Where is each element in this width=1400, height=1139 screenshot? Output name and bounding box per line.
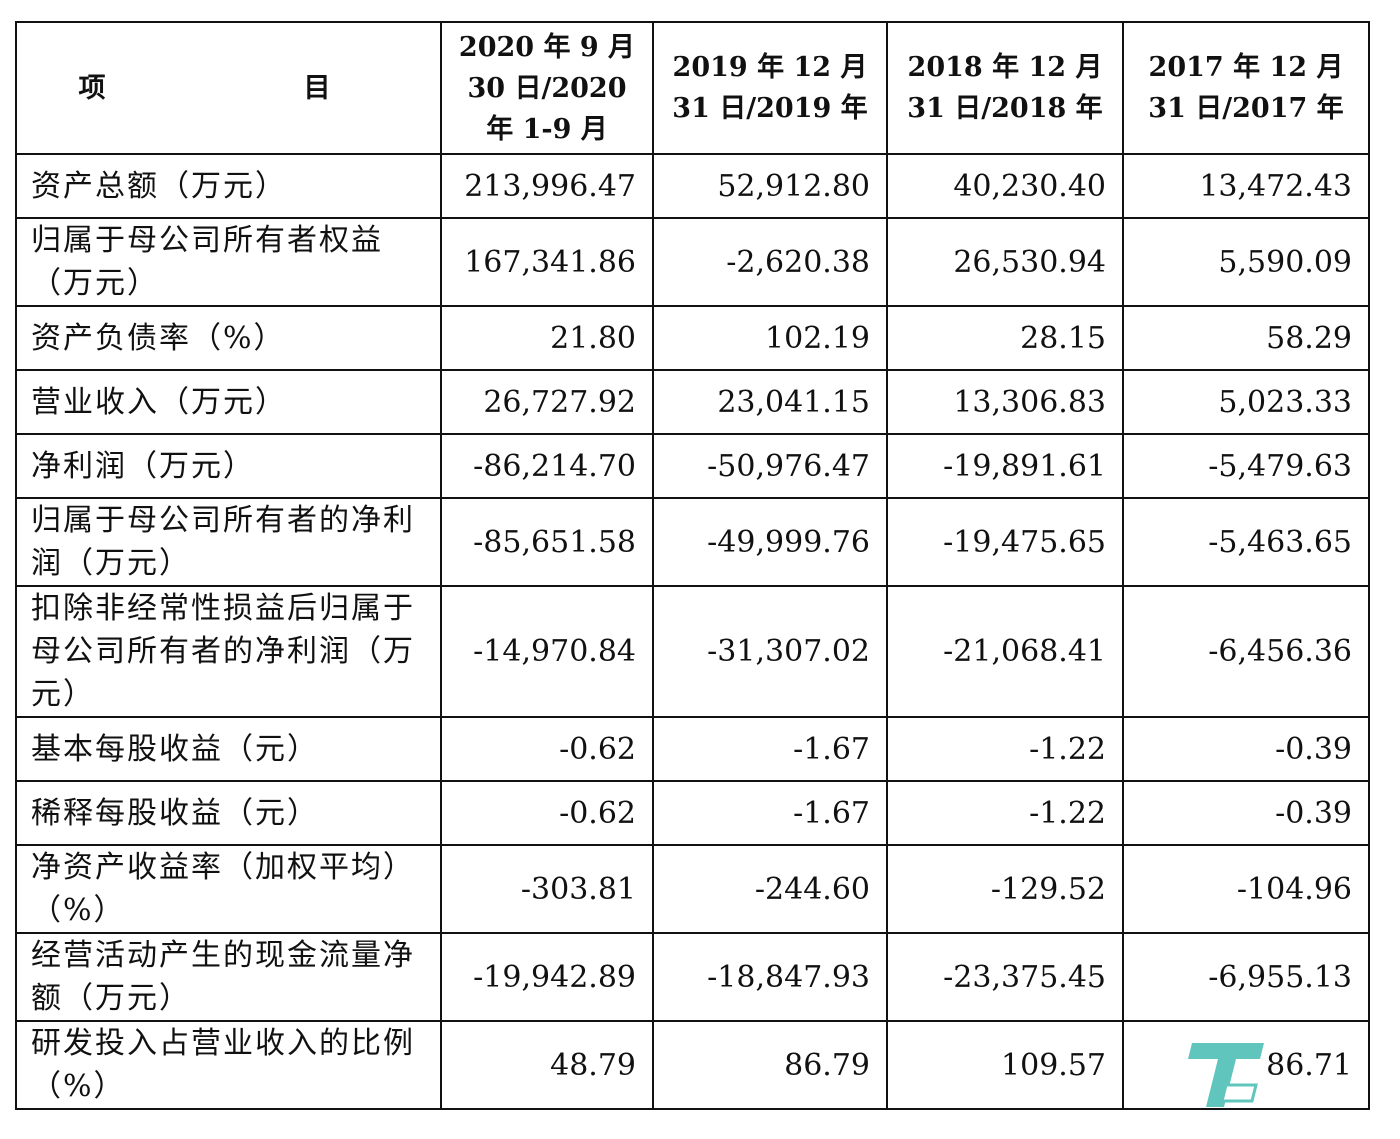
row-value: 13,306.83: [886, 369, 1124, 435]
row-value: 167,341.86: [440, 217, 654, 307]
row-value: 52,912.80: [652, 153, 888, 219]
table-row: 归属于母公司所有者权益（万元） 167,341.86 -2,620.38 26,530…: [15, 217, 1370, 307]
row-value: -2,620.38: [652, 217, 888, 307]
header-period-2019: 2019 年 12 月 31 日/2019 年: [652, 21, 888, 155]
row-value: 28.15: [886, 305, 1124, 371]
row-label: 净利润（万元）: [15, 433, 442, 499]
row-label: 归属于母公司所有者权益（万元）: [15, 217, 442, 307]
table-row: 营业收入（万元） 26,727.92 23,041.15 13,306.83 5,023…: [15, 369, 1370, 435]
row-value: 26,530.94: [886, 217, 1124, 307]
row-value: -14,970.84: [440, 585, 654, 718]
row-label: 资产负债率（%）: [15, 305, 442, 371]
row-value: -1.22: [886, 780, 1124, 846]
row-value: -49,999.76: [652, 497, 888, 587]
row-label: 资产总额（万元）: [15, 153, 442, 219]
row-value: -5,479.63: [1122, 433, 1370, 499]
row-label: 研发投入占营业收入的比例（%）: [15, 1020, 442, 1110]
row-label: 经营活动产生的现金流量净额（万元）: [15, 932, 442, 1022]
table-row: 归属于母公司所有者的净利润（万元） -85,651.58 -49,999.76 -19…: [15, 497, 1370, 587]
row-value: -104.96: [1122, 844, 1370, 934]
row-value: -0.62: [440, 780, 654, 846]
row-value: -31,307.02: [652, 585, 888, 718]
row-value: -19,942.89: [440, 932, 654, 1022]
row-value: -1.67: [652, 780, 888, 846]
row-value: 23,041.15: [652, 369, 888, 435]
table-header-row: 项 目 2020 年 9 月 30 日/2020 年 1-9 月 2019 年 …: [15, 21, 1370, 155]
row-value: 26,727.92: [440, 369, 654, 435]
row-value: -1.67: [652, 716, 888, 782]
header-item: 项 目: [15, 21, 442, 155]
row-value: -86,214.70: [440, 433, 654, 499]
header-period-2017: 2017 年 12 月 31 日/2017 年: [1122, 21, 1370, 155]
row-value: 58.29: [1122, 305, 1370, 371]
table-row: 资产总额（万元） 213,996.47 52,912.80 40,230.40 13,4…: [15, 153, 1370, 219]
row-value: -0.39: [1122, 716, 1370, 782]
row-value: -50,976.47: [652, 433, 888, 499]
row-value: -19,891.61: [886, 433, 1124, 499]
row-value: -0.39: [1122, 780, 1370, 846]
table-row: 资产负债率（%） 21.80 102.19 28.15 58.29: [15, 305, 1370, 371]
row-value: -1.22: [886, 716, 1124, 782]
row-value: 86.71: [1122, 1020, 1370, 1110]
row-label: 净资产收益率（加权平均）（%）: [15, 844, 442, 934]
row-value: 86.79: [652, 1020, 888, 1110]
row-value: -0.62: [440, 716, 654, 782]
row-label: 归属于母公司所有者的净利润（万元）: [15, 497, 442, 587]
row-value: -85,651.58: [440, 497, 654, 587]
row-value: -6,955.13: [1122, 932, 1370, 1022]
table-row: 净利润（万元） -86,214.70 -50,976.47 -19,891.61 -5,…: [15, 433, 1370, 499]
row-value: -19,475.65: [886, 497, 1124, 587]
row-value: -21,068.41: [886, 585, 1124, 718]
table-row: 经营活动产生的现金流量净额（万元） -19,942.89 -18,847.93 -23…: [15, 932, 1370, 1022]
row-value: 13,472.43: [1122, 153, 1370, 219]
row-value: -244.60: [652, 844, 888, 934]
row-value: 48.79: [440, 1020, 654, 1110]
row-label: 基本每股收益（元）: [15, 716, 442, 782]
row-value: -23,375.45: [886, 932, 1124, 1022]
row-value: 5,590.09: [1122, 217, 1370, 307]
table-row: 研发投入占营业收入的比例（%） 48.79 86.79 109.57 86.71: [15, 1020, 1370, 1110]
row-label: 稀释每股收益（元）: [15, 780, 442, 846]
table-row: 净资产收益率（加权平均）（%） -303.81 -244.60 -129.52 -104…: [15, 844, 1370, 934]
row-value: -5,463.65: [1122, 497, 1370, 587]
row-value: 213,996.47: [440, 153, 654, 219]
row-label: 营业收入（万元）: [15, 369, 442, 435]
header-period-2018: 2018 年 12 月 31 日/2018 年: [886, 21, 1124, 155]
row-value: 5,023.33: [1122, 369, 1370, 435]
header-period-2020q3: 2020 年 9 月 30 日/2020 年 1-9 月: [440, 21, 654, 155]
row-value: 102.19: [652, 305, 888, 371]
financial-summary-table: 项 目 2020 年 9 月 30 日/2020 年 1-9 月 2019 年 …: [15, 21, 1370, 1110]
row-value: -18,847.93: [652, 932, 888, 1022]
row-value: 21.80: [440, 305, 654, 371]
row-value: -6,456.36: [1122, 585, 1370, 718]
row-value: 40,230.40: [886, 153, 1124, 219]
row-value: 109.57: [886, 1020, 1124, 1110]
row-value: -129.52: [886, 844, 1124, 934]
table-row: 基本每股收益（元） -0.62 -1.67 -1.22 -0.39: [15, 716, 1370, 782]
row-value: -303.81: [440, 844, 654, 934]
table-row: 稀释每股收益（元） -0.62 -1.67 -1.22 -0.39: [15, 780, 1370, 846]
financial-table-container: 项 目 2020 年 9 月 30 日/2020 年 1-9 月 2019 年 …: [15, 21, 1370, 1110]
table-row: 扣除非经常性损益后归属于母公司所有者的净利润（万元） -14,970.84 -31,…: [15, 585, 1370, 718]
row-label: 扣除非经常性损益后归属于母公司所有者的净利润（万元）: [15, 585, 442, 718]
